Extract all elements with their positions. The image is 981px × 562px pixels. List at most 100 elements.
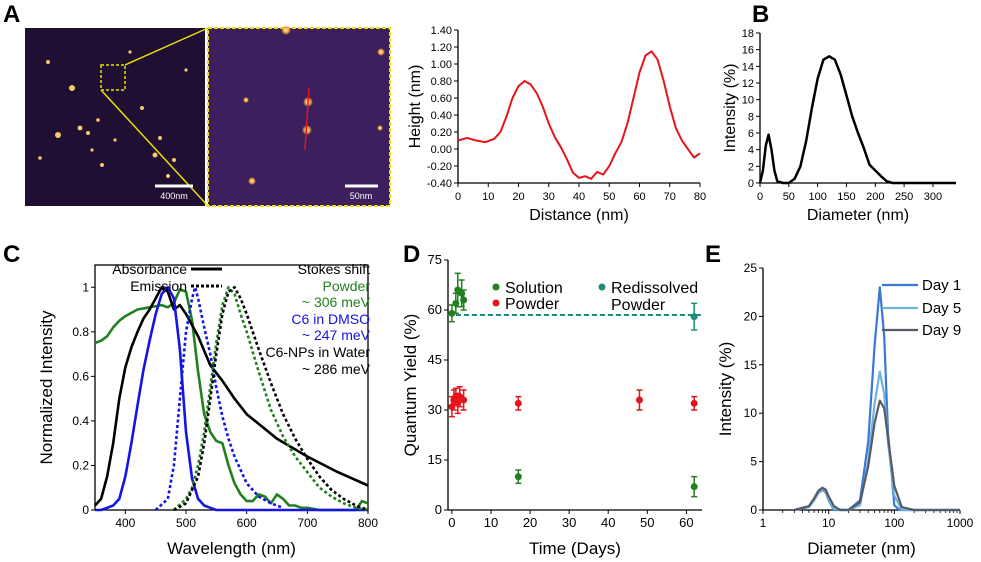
x-tick-label: 10 (484, 515, 498, 530)
x-tick-label: 30 (562, 515, 576, 530)
afm-particle (248, 177, 256, 185)
legend: Day 1 Day 5 Day 9 (882, 277, 961, 339)
series-line-day-1 (794, 286, 960, 512)
y-tick-label: 18 (742, 28, 754, 40)
annotation-text: ~ 306 meV (302, 294, 371, 310)
x-tick-label: 40 (573, 191, 585, 203)
y-tick-label: 0.2 (72, 458, 89, 472)
x-tick-label: 100 (884, 516, 904, 530)
y-tick-label: 15 (428, 452, 442, 467)
afm-particle (96, 118, 100, 122)
afm-particle (77, 125, 83, 131)
x-axis-title: Diameter (nm) (807, 207, 909, 224)
y-tick-label: 4 (748, 145, 754, 157)
y-tick-label: 2 (748, 161, 754, 173)
afm-particle (152, 152, 158, 158)
panel-letter-c: C (3, 241, 20, 268)
y-tick-label: 8 (748, 111, 754, 123)
x-tick-label: 700 (297, 516, 317, 530)
y-tick-label: 0.4 (72, 414, 89, 428)
afm-overview-image (25, 28, 205, 206)
legend-label: Day 1 (922, 277, 961, 294)
y-tick-label: 12 (742, 78, 754, 90)
legend-marker-redissolved (598, 283, 606, 291)
x-tick-label: 1000 (947, 516, 974, 530)
afm-images: 400nm 50nm (25, 25, 391, 207)
y-tick-label: 0.20 (431, 127, 452, 139)
y-tick-label: 1.00 (431, 59, 452, 71)
data-point (690, 399, 698, 407)
x-tick-label: 70 (664, 191, 676, 203)
data-point (460, 296, 468, 304)
x-axis-title: Wavelength (nm) (167, 539, 296, 558)
y-tick-label: 15 (744, 358, 758, 372)
y-axis-title: Height (nm) (407, 65, 424, 149)
x-tick-label: 50 (783, 191, 795, 203)
x-tick-label: 60 (633, 191, 645, 203)
absorbance-blue-line (95, 285, 368, 512)
legend-label: Day 9 (922, 322, 961, 339)
annotation-text: ~ 247 meV (302, 327, 371, 343)
chart-d-quantum-yield: 0 10 20 30 40 50 60 0 15 30 45 60 75 Time (Days) Quant… (401, 252, 702, 558)
x-tick-label: 20 (523, 515, 537, 530)
annotation-text: ~ 286 meV (302, 361, 371, 377)
legend-label-solution: Solution (505, 280, 563, 297)
afm-zoom-region-box (100, 64, 126, 91)
series-line-day-9 (794, 399, 960, 512)
afm-particle (184, 68, 188, 72)
scale-bar-400nm-label: 400nm (160, 191, 188, 201)
x-tick-label: 80 (694, 191, 706, 203)
y-axis-title: Intensity (%) (722, 64, 739, 153)
afm-particle (38, 156, 42, 160)
afm-particle (128, 50, 132, 54)
x-tick-label: 0 (455, 191, 461, 203)
afm-particle (86, 131, 90, 135)
legend-marker-powder (492, 299, 500, 307)
x-tick-label: 500 (176, 516, 196, 530)
data-point (690, 313, 698, 321)
chart-b-dls: 0 50 100 150 200 250 300 0 2 4 6 8 10 12 14 16 18 Diamete… (722, 28, 956, 224)
chart-a-height-profile: 0 10 20 30 40 50 60 70 80 -0.40 -0.20 0.00 0.20 0.40 0… (407, 25, 706, 224)
panel-letter-d: D (403, 241, 420, 268)
y-tick-label: 0.8 (72, 325, 89, 339)
height-profile-line (457, 50, 701, 180)
afm-particle (46, 60, 50, 64)
annotation-text: C6-NPs in Water (265, 344, 370, 360)
y-tick-label: 20 (744, 309, 758, 323)
afm-overview-particles (38, 50, 188, 178)
x-tick-label: 0 (448, 515, 455, 530)
legend-label-powder: Powder (505, 296, 560, 313)
y-axis-title: Intensity (%) (716, 342, 735, 436)
scale-bar-50nm-label: 50nm (350, 191, 373, 201)
afm-particle (140, 106, 144, 110)
y-tick-label: 0.40 (431, 110, 452, 122)
legend-label-redissolved: Redissolved (611, 280, 698, 297)
x-tick-label: 50 (640, 515, 654, 530)
x-axis-title: Diameter (nm) (807, 539, 916, 558)
y-tick-label: 0.80 (431, 76, 452, 88)
data-point (635, 396, 643, 404)
absorbance-green-line (94, 288, 369, 512)
afm-particle (113, 138, 117, 142)
afm-particle (100, 163, 104, 167)
legend-marker-solution (492, 283, 500, 291)
y-tick-label: 10 (744, 406, 758, 420)
data-point (460, 396, 468, 404)
afm-particle (158, 136, 162, 140)
y-tick-label: 6 (748, 128, 754, 140)
y-tick-label: 0.6 (72, 369, 89, 383)
legend-label-redissolved-2: Powder (611, 297, 666, 314)
data-point (514, 473, 522, 481)
x-tick-label: 400 (115, 516, 135, 530)
data-point (690, 483, 698, 491)
x-tick-label: 100 (808, 191, 826, 203)
y-tick-label: 1 (82, 280, 89, 294)
x-tick-label: 150 (837, 191, 855, 203)
data-point (448, 309, 456, 317)
chart-e-dls-stability: 1 10 100 1000 0 5 10 15 20 25 Diameter (nm) Intensi… (716, 261, 974, 558)
x-tick-label: 1 (760, 516, 767, 530)
x-tick-label: 10 (822, 516, 836, 530)
y-tick-label: -0.40 (427, 178, 452, 190)
